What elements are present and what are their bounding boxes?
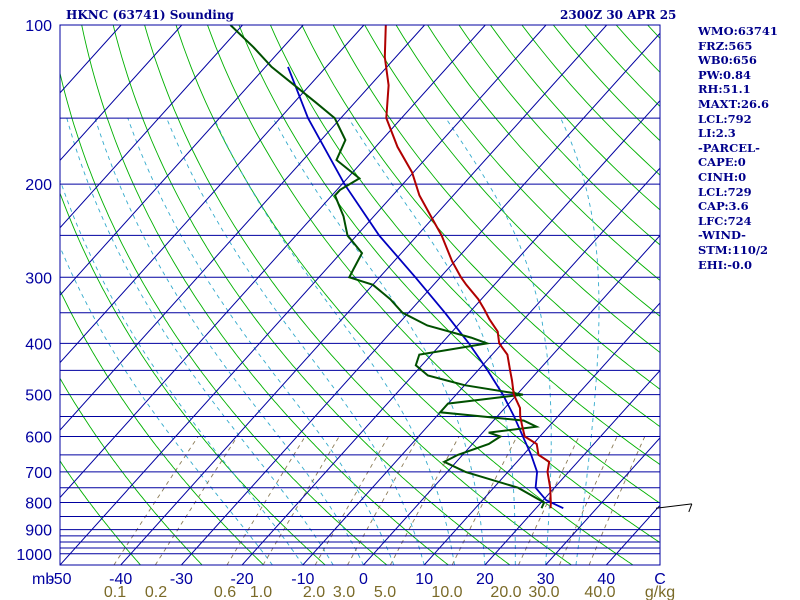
indices-panel-line: CAP:3.6 <box>698 199 778 214</box>
indices-panel-line: -PARCEL- <box>698 141 778 156</box>
moist-adiabat <box>95 118 364 565</box>
indices-panel-line: CINH:0 <box>698 170 778 185</box>
indices-panel-line: LCL:792 <box>698 112 778 127</box>
indices-panel-line: FRZ:565 <box>698 39 778 54</box>
moist-adiabat <box>167 118 425 565</box>
pressure-tick-label: 900 <box>25 523 52 540</box>
dry-adiabat <box>141 13 574 567</box>
temperature-tick-label: -30 <box>170 571 193 588</box>
indices-panel-line: LI:2.3 <box>698 126 778 141</box>
mixing-ratio-label: 2.0 <box>303 584 325 600</box>
dry-adiabat <box>110 13 513 567</box>
mixing-ratio-label: 40.0 <box>584 584 615 600</box>
mixing-ratio-label: 5.0 <box>374 584 396 600</box>
indices-panel-line: -WIND- <box>698 228 778 243</box>
pressure-tick-label: 1000 <box>16 547 52 564</box>
mixing-ratio-line <box>114 437 198 566</box>
mixing-ratio-line <box>263 437 339 566</box>
wind-barb-staff <box>656 504 692 508</box>
dry-adiabat <box>172 13 636 567</box>
mixing-ratio-line <box>155 437 237 566</box>
indices-panel-line: WB0:656 <box>698 53 778 68</box>
mixing-ratio-label: 3.0 <box>333 584 355 600</box>
moist-adiabat <box>19 118 273 565</box>
mixing-ratio-label: 30.0 <box>528 584 559 600</box>
mixing-ratio-label: 0.1 <box>104 584 126 600</box>
mixing-ratio-unit-label: g/kg <box>645 584 675 600</box>
moist-adiabat <box>273 118 485 565</box>
indices-panel-line: WMO:63741 <box>698 24 778 39</box>
temperature-tick-label: 0 <box>359 571 368 588</box>
dry-adiabat <box>0 13 143 567</box>
indices-panel: WMO:63741 FRZ:565 WB0:656 PW:0.84 RH:51.1 MAX… <box>698 24 778 272</box>
temperature-tick-label: -50 <box>48 571 71 588</box>
pressure-tick-label: 800 <box>25 496 52 513</box>
isotherm <box>0 25 182 565</box>
isotherm <box>181 25 667 565</box>
indices-panel-line: EHI:-0.0 <box>698 258 778 273</box>
station-title: HKNC (63741) Sounding <box>66 8 234 22</box>
pressure-tick-label: 300 <box>25 270 52 287</box>
pressure-tick-label: 100 <box>25 18 52 35</box>
isotherm <box>0 25 425 565</box>
indices-panel-line: LCL:729 <box>698 185 778 200</box>
mixing-ratio-label: 0.6 <box>214 584 236 600</box>
indices-panel-line: STM:110/2 <box>698 243 778 258</box>
isotherm <box>0 25 60 565</box>
mixing-ratio-line <box>348 437 419 566</box>
pressure-tick-label: 600 <box>25 429 52 446</box>
indices-panel-line: RH:51.1 <box>698 82 778 97</box>
isotherm <box>242 25 728 565</box>
wind-barb-feather <box>689 504 692 512</box>
pressure-tick-label: 200 <box>25 177 52 194</box>
mixing-ratio-label: 1.0 <box>250 584 272 600</box>
pressure-tick-label: 500 <box>25 388 52 405</box>
pressure-tick-label: 400 <box>25 336 52 353</box>
indices-panel-line: MAXT:26.6 <box>698 97 778 112</box>
sounding-time: 2300Z 30 APR 25 <box>560 8 676 22</box>
pressure-tick-label: 700 <box>25 465 52 482</box>
dry-adiabat <box>0 13 204 567</box>
mixing-ratio-label: 10.0 <box>431 584 462 600</box>
parcel-trace <box>288 67 563 508</box>
mixing-ratio-line <box>589 437 645 566</box>
moist-adiabat <box>349 118 516 565</box>
isotherm <box>0 25 303 565</box>
skew-t-chart: 1002003004005006007008009001000mb-50 -40-… <box>0 0 800 600</box>
plot-area <box>0 13 800 567</box>
mixing-ratio-line <box>559 437 617 566</box>
dry-adiabat <box>79 13 451 567</box>
moist-adiabat <box>561 118 599 565</box>
mixing-ratio-label: 20.0 <box>490 584 521 600</box>
indices-panel-line: CAPE:0 <box>698 155 778 170</box>
mixing-ratio-label: 0.2 <box>145 584 167 600</box>
dry-adiabat <box>48 13 389 567</box>
indices-panel-line: LFC:724 <box>698 214 778 229</box>
indices-panel-line: PW:0.84 <box>698 68 778 83</box>
